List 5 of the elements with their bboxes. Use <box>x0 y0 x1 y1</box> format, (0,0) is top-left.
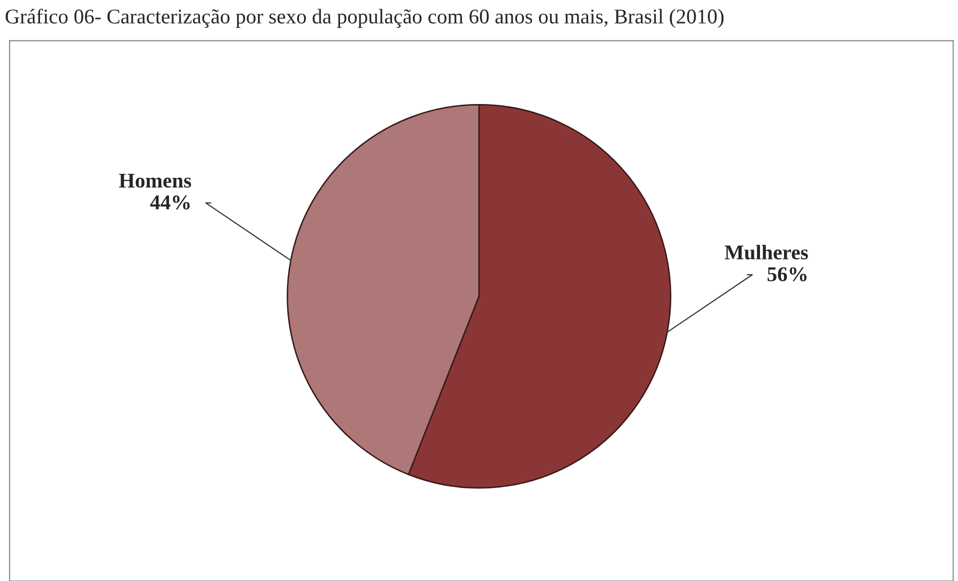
data-label: 56% <box>768 267 807 282</box>
data-label: 44% <box>150 195 190 210</box>
slice-label: Mulheres <box>724 244 808 260</box>
chart-title: Gráfico 06- Caracterização por sexo da população com 60 anos ou mais, Brasil (2010) <box>6 8 724 28</box>
slice-label: Homens <box>119 174 192 188</box>
